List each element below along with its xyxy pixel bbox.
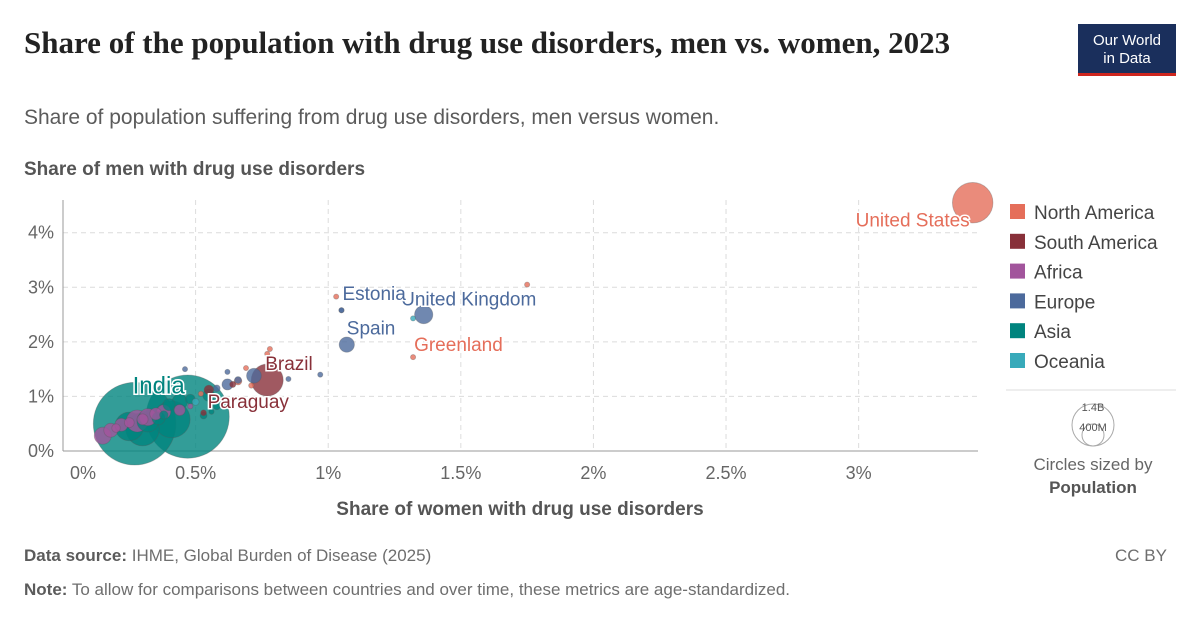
data-point (246, 367, 262, 384)
label-greenland: Greenland (414, 335, 503, 356)
data-source-label: Data source: (24, 546, 127, 565)
size-legend-variable: Population (1049, 478, 1137, 497)
legend-swatch (1010, 353, 1025, 368)
y-axis-label: Share of men with drug use disorders (24, 159, 365, 180)
legend-label: Asia (1034, 322, 1071, 343)
data-point (136, 413, 149, 426)
x-tick-label: 3% (846, 463, 872, 483)
x-axis-label: Share of women with drug use disorders (336, 499, 703, 520)
legend-swatch (1010, 204, 1025, 219)
legend-item-asia[interactable]: Asia (1010, 322, 1071, 343)
data-source: Data source: IHME, Global Burden of Dise… (24, 546, 431, 566)
data-point (317, 371, 324, 378)
axes: 0% 1% 2% 3% 4% 0% 0.5% 1% 1.5% 2% 2.5% 3% Share of m… (24, 159, 978, 520)
data-point (234, 376, 242, 384)
data-point (242, 365, 249, 372)
point-united-states (952, 182, 994, 224)
legend-label: South America (1034, 233, 1158, 254)
data-source-text: IHME, Global Burden of Disease (2025) (131, 546, 432, 565)
legend-item-south-america[interactable]: South America (1010, 233, 1158, 254)
data-point (410, 315, 417, 322)
logo-line-1: Our World (1092, 32, 1162, 49)
data-point (159, 410, 169, 420)
point-united-kingdom (414, 305, 434, 325)
data-point (212, 402, 221, 411)
legend-label: Oceania (1034, 352, 1105, 373)
x-tick-label: 0.5% (175, 463, 216, 483)
legend-item-north-america[interactable]: North America (1010, 203, 1155, 224)
point-paraguay (200, 409, 207, 417)
legend-swatch (1010, 293, 1025, 309)
x-tick-label: 1% (315, 463, 341, 483)
y-tick-label: 0% (28, 441, 54, 461)
data-point (264, 350, 271, 357)
y-tick-label: 1% (28, 386, 54, 406)
x-tick-label: 0% (70, 463, 96, 483)
data-point (224, 368, 231, 375)
point-spain (338, 336, 355, 353)
size-legend-small-circle (1081, 423, 1105, 447)
chart-subtitle: Share of population suffering from drug … (24, 106, 720, 129)
label-estonia: Estonia (342, 284, 406, 305)
data-point (123, 417, 135, 428)
legend-label: North America (1034, 203, 1155, 224)
data-point (203, 384, 215, 396)
our-world-in-data-logo[interactable]: Our World in Data (1078, 24, 1176, 76)
size-legend-big-label: 1.4B (1082, 402, 1105, 414)
data-point (266, 345, 273, 352)
legend-item-europe[interactable]: Europe (1010, 292, 1095, 313)
note-label: Note: (24, 580, 68, 599)
data-point (213, 384, 221, 392)
x-tick-label: 2.5% (706, 463, 747, 483)
note-text: To allow for comparisons between countri… (71, 580, 791, 599)
note: Note: To allow for comparisons between c… (24, 580, 790, 600)
label-united-states: United States (856, 211, 970, 232)
data-point (524, 281, 531, 288)
data-points (92, 182, 994, 466)
x-tick-label: 2% (580, 463, 606, 483)
size-legend-small-label: 400M (1079, 422, 1107, 434)
data-point (191, 398, 200, 406)
data-point (197, 390, 204, 397)
data-point (208, 408, 215, 415)
data-point (162, 398, 176, 412)
legend-label: Europe (1034, 292, 1095, 313)
y-tick-label: 3% (28, 277, 54, 297)
legend: North America South America Africa Europe As… (1006, 203, 1176, 391)
data-point (173, 404, 186, 416)
legend-label: Africa (1034, 263, 1083, 284)
label-india: India (133, 373, 186, 400)
legend-item-oceania[interactable]: Oceania (1010, 352, 1105, 373)
data-point (181, 366, 188, 373)
y-tick-label: 2% (28, 332, 54, 352)
legend-swatch (1010, 323, 1025, 339)
logo-line-2: in Data (1103, 50, 1151, 67)
data-point (111, 423, 121, 433)
label-united-kingdom: United Kingdom (401, 290, 536, 311)
x-tick-label: 1.5% (440, 463, 481, 483)
legend-swatch (1010, 263, 1025, 279)
point-greenland (410, 354, 417, 361)
data-point (248, 382, 255, 389)
y-tick-label: 4% (28, 223, 54, 243)
size-legend-title: Circles sized by (1033, 455, 1153, 474)
label-paraguay: Paraguay (208, 392, 290, 413)
data-point (187, 403, 194, 410)
chart-title: Share of the population with drug use di… (24, 25, 951, 60)
data-point (285, 375, 292, 382)
label-spain: Spain (347, 319, 396, 340)
data-point (333, 293, 340, 300)
data-point (229, 380, 237, 388)
legend-item-africa[interactable]: Africa (1010, 263, 1083, 284)
size-legend: 1.4B 400M Circles sized by Population (1033, 402, 1153, 497)
label-brazil: Brazil (265, 354, 313, 375)
license-link[interactable]: CC BY (1115, 546, 1167, 565)
legend-swatch (1010, 233, 1025, 249)
point-estonia (338, 307, 345, 314)
